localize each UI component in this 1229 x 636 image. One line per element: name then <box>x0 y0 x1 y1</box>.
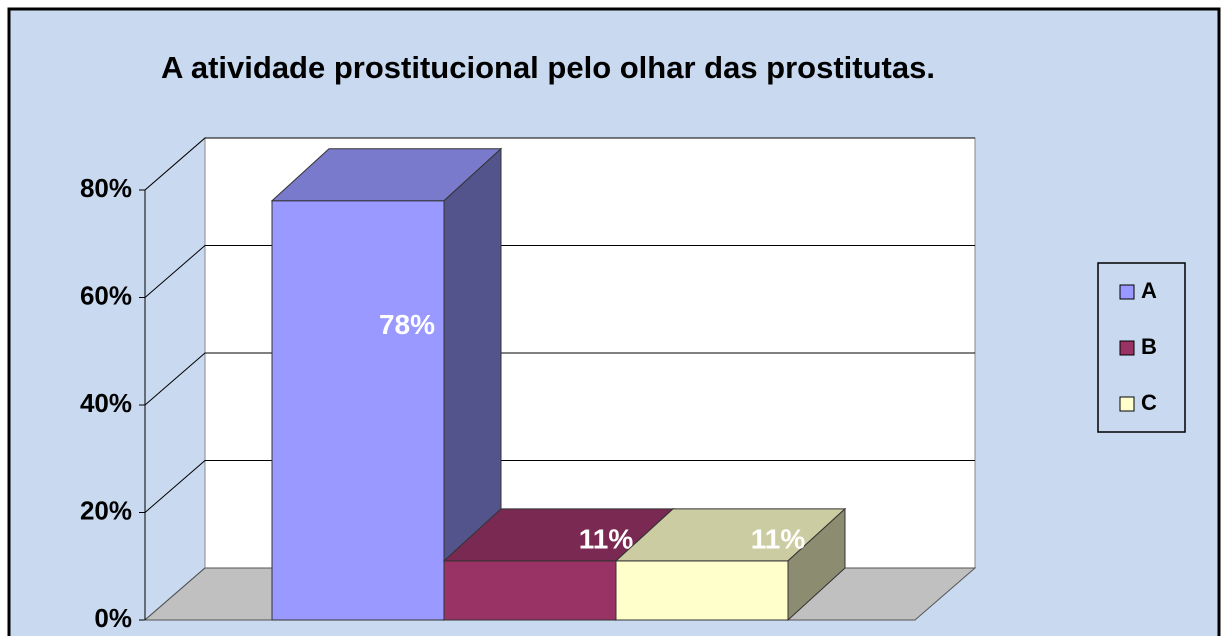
bar-front <box>615 560 789 621</box>
data-label: 11% <box>751 523 806 554</box>
y-tick-label: 40% <box>80 388 132 418</box>
data-label: 11% <box>579 523 634 554</box>
y-tick-label: 0% <box>94 603 132 633</box>
legend-label: A <box>1141 278 1157 303</box>
bar-side <box>787 507 846 622</box>
legend-swatch <box>1119 396 1135 412</box>
legend-swatch <box>1119 284 1135 300</box>
y-tick-label: 80% <box>80 173 132 203</box>
grid-line <box>144 137 975 191</box>
legend-box <box>1097 262 1186 433</box>
bar-front <box>443 560 617 621</box>
bar-front <box>271 200 445 621</box>
y-tick-label: 60% <box>80 280 132 310</box>
legend-label: C <box>1141 390 1157 415</box>
data-label: 78% <box>379 309 435 340</box>
chart-title: A atividade prostitucional pelo olhar da… <box>161 50 935 85</box>
legend-label: B <box>1141 334 1157 359</box>
y-tick-label: 20% <box>80 495 132 525</box>
grid-line <box>144 460 975 513</box>
grid-line <box>144 245 975 298</box>
grid-line <box>144 352 975 406</box>
legend-swatch <box>1119 340 1135 356</box>
